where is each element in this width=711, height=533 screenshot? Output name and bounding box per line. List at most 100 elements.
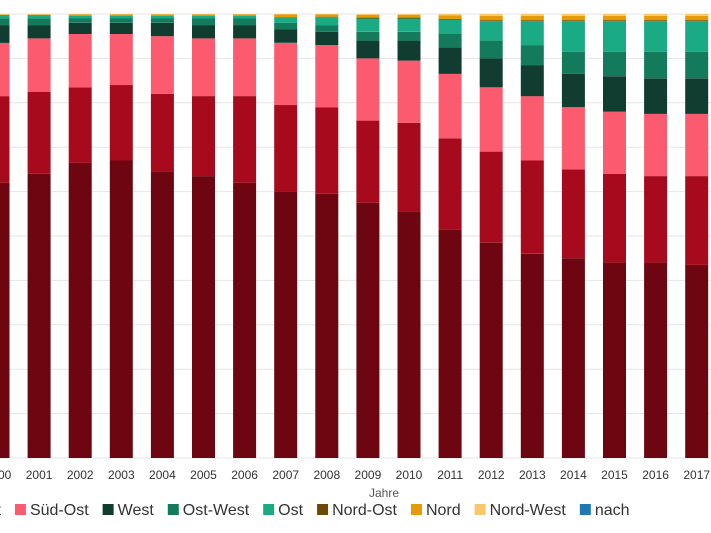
bar-segment: [356, 18, 380, 32]
bar-segment: [356, 58, 380, 121]
bar-segment: [685, 15, 709, 21]
bar-segment: [150, 18, 174, 23]
x-tick-label: 2009: [355, 468, 382, 482]
bar-segment: [685, 176, 709, 265]
bar-segment: [438, 19, 462, 34]
bar-segment: [150, 93, 174, 172]
bar-segment: [520, 253, 544, 458]
bar-segment: [315, 14, 339, 17]
bar-segment: [438, 34, 462, 48]
bar-segment: [644, 15, 668, 21]
x-tick-label: 2011: [437, 468, 463, 482]
legend-swatch: [263, 504, 275, 515]
bar-segment: [150, 22, 174, 37]
bar-segment: [685, 20, 709, 22]
x-tick-label: 2010: [396, 468, 423, 482]
bar-segment: [397, 60, 421, 123]
bar-segment: [438, 14, 462, 16]
bar-segment: [520, 65, 544, 97]
bar-segment: [644, 262, 668, 458]
bar-segment: [192, 38, 215, 97]
bar-segment: [356, 120, 380, 203]
bar-segment: [561, 258, 585, 458]
legend-label: Süd-West: [0, 502, 2, 519]
legend-label: nach: [595, 502, 630, 519]
bar-segment: [315, 193, 339, 459]
x-tick-label: 2013: [519, 468, 546, 482]
x-axis-title: Jahre: [369, 486, 399, 500]
bar-segment: [685, 264, 709, 458]
bar-segment: [561, 51, 585, 74]
bar-segment: [315, 17, 339, 26]
bar-segment: [0, 18, 10, 26]
bar-segment: [644, 14, 668, 16]
x-tick-label: 2014: [560, 468, 587, 482]
bar-segment: [315, 107, 339, 194]
bar-segment: [561, 15, 585, 21]
bar-segment: [685, 14, 709, 16]
bar-segment: [438, 73, 462, 139]
x-tick-label: 2017: [683, 468, 710, 482]
bar-segment: [27, 25, 51, 39]
bar-segment: [274, 14, 298, 18]
bar-segment: [274, 105, 298, 192]
bar-segment: [561, 14, 585, 16]
bar-segment: [68, 15, 92, 19]
bar-segment: [27, 173, 51, 459]
x-tick-label: 2012: [478, 468, 505, 482]
bar-segment: [27, 18, 51, 26]
bar-segment: [603, 173, 626, 263]
x-tick-label: 2000: [0, 468, 12, 482]
x-tick-label: 2001: [26, 468, 53, 482]
bar-segment: [479, 14, 503, 16]
bar-segment: [356, 14, 380, 15]
bar-segment: [274, 22, 298, 30]
bar-segment: [233, 15, 257, 19]
legend-label: West: [118, 502, 155, 519]
bar-segment: [274, 29, 298, 43]
legend-swatch: [410, 504, 422, 515]
bar-segment: [397, 40, 421, 61]
bar-segment: [109, 14, 133, 16]
legend-label: Nord-Ost: [332, 502, 397, 519]
bar-segment: [27, 91, 51, 174]
bar-segment: [561, 107, 585, 170]
bar-segment: [479, 20, 503, 22]
bar-segment: [561, 169, 585, 259]
bar-segment: [685, 113, 709, 177]
bar-segment: [397, 14, 421, 15]
legend-swatch: [14, 504, 26, 515]
bar-segment: [315, 31, 339, 46]
bar-segment: [356, 202, 380, 458]
bar-segment: [644, 176, 668, 263]
bar-segment: [479, 40, 503, 59]
bar-segment: [27, 15, 51, 19]
legend-label: Nord-West: [490, 502, 567, 519]
bar-segment: [603, 76, 626, 112]
bar-segment: [438, 18, 462, 20]
bar-segment: [561, 21, 585, 52]
bar-segment: [0, 25, 10, 43]
bar-segment: [233, 18, 257, 26]
legend-label: Ost: [278, 502, 303, 519]
bar-segment: [644, 21, 668, 52]
bar-segment: [520, 15, 544, 21]
legend-swatch: [579, 504, 591, 515]
bar-segment: [397, 211, 421, 458]
bar-segment: [603, 21, 626, 52]
bar-segment: [397, 122, 421, 212]
legend-label: Süd-Ost: [30, 502, 89, 519]
bar-segment: [397, 17, 421, 19]
x-tick-labels: 2000 2001 2002 2003 2004 2005 2006 2007 2008 2009…: [0, 468, 710, 482]
x-tick-label: 2006: [231, 468, 258, 482]
bar-segment: [274, 42, 298, 106]
bar-segment: [192, 14, 215, 16]
x-tick-label: 2008: [313, 468, 340, 482]
bar-segment: [603, 20, 626, 22]
legend-swatch: [317, 504, 329, 515]
x-tick-label: 2015: [601, 468, 628, 482]
legend-label: Ost-West: [183, 502, 250, 519]
bar-segment: [0, 15, 10, 19]
bar-segment: [68, 18, 92, 23]
